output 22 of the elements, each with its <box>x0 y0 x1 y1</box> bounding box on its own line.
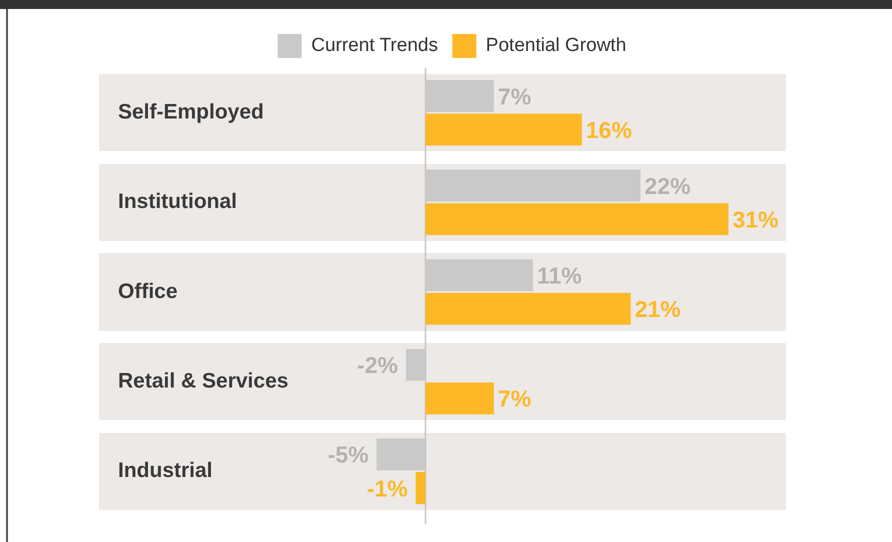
data-label: 16% <box>586 116 632 143</box>
data-label: 31% <box>732 206 778 233</box>
y-tick-label: Institutional <box>118 190 237 214</box>
bar <box>425 203 728 236</box>
data-label: -5% <box>328 442 369 468</box>
data-label: 21% <box>634 296 681 322</box>
bar <box>425 382 494 414</box>
bar <box>425 292 631 325</box>
y-tick-label: Retail & Services <box>118 369 288 392</box>
legend-label: Current Trends <box>311 35 438 56</box>
data-label: 22% <box>644 172 691 199</box>
data-label: 7% <box>498 83 532 110</box>
bar <box>416 472 426 504</box>
data-label: 7% <box>498 386 532 412</box>
bar <box>425 114 582 146</box>
y-tick-label: Office <box>118 280 178 303</box>
legend-label: Potential Growth <box>486 35 626 56</box>
data-label: -1% <box>366 475 408 502</box>
y-tick-label: Industrial <box>118 458 213 482</box>
data-label: -2% <box>357 352 398 378</box>
data-label: 11% <box>536 262 582 289</box>
y-tick-label: Self-Employed <box>118 100 264 124</box>
